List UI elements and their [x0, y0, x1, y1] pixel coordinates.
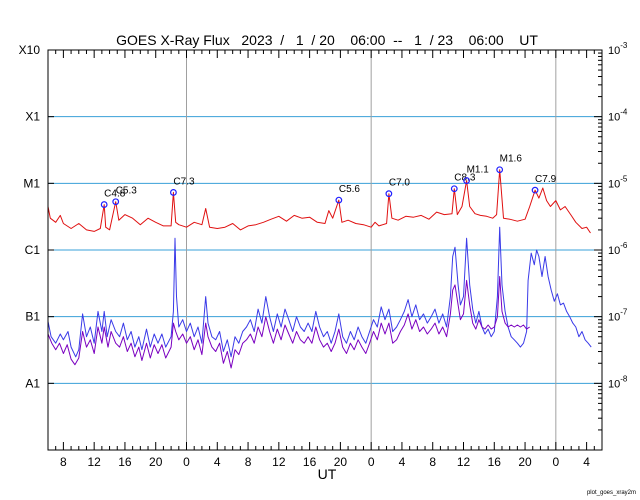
right-axis-exponent: -8 — [620, 374, 628, 383]
flare-label: M1.1 — [467, 165, 490, 176]
x-axis-tick-label: 20 — [149, 455, 163, 469]
x-axis-tick-label: 12 — [457, 455, 471, 469]
flare-label: C7.0 — [389, 178, 411, 189]
series-layer — [47, 169, 592, 369]
flare-marker — [100, 201, 108, 208]
x-axis-tick-label: 20 — [518, 455, 532, 469]
series-line — [47, 169, 591, 234]
x-axis-tick-label: 16 — [303, 455, 317, 469]
flare-marker — [463, 177, 470, 184]
flare-label: C4.8 — [104, 189, 126, 200]
flare-marker — [496, 166, 504, 174]
flare-label: M1.6 — [500, 154, 523, 165]
x-axis-tick-label: 4 — [583, 455, 590, 469]
left-axis-class-labels: X10 X1 M1 C1 B1 A1 — [19, 43, 54, 390]
x-axis-tick-label: 12 — [87, 455, 101, 469]
x-axis-tick-label: 4 — [399, 455, 406, 469]
left-axis-tick-label: X10 — [19, 43, 41, 57]
flare-marker — [335, 196, 343, 204]
flare-marker — [385, 190, 393, 198]
left-axis-tick-label: X1 — [25, 110, 40, 124]
flare-label: C7.9 — [535, 174, 557, 185]
x-axis-tick-label: 16 — [488, 455, 502, 469]
day-boundary-lines — [186, 50, 557, 450]
left-axis-tick-label: C1 — [25, 243, 41, 257]
x-axis-tick-label: 4 — [214, 455, 221, 469]
x-axis-tick-label: 0 — [183, 455, 190, 469]
x-axis-tick-label: 8 — [245, 455, 252, 469]
right-axis-exponent: -5 — [620, 174, 628, 183]
left-axis-tick-label: M1 — [23, 176, 40, 190]
left-axis-tick-label: A1 — [25, 376, 40, 390]
footer-text: plot_goes_xray2m — [587, 490, 636, 496]
x-axis: 8 12 16 20 0 4 8 12 16 20 0 4 8 12 16 20 0 4 — [47, 50, 603, 469]
flare-label: C5.3 — [116, 186, 138, 197]
x-axis-tick-label: 0 — [368, 455, 375, 469]
x-axis-label: UT — [318, 466, 337, 482]
flare-marker — [450, 185, 458, 193]
x-axis-tick-label: 12 — [272, 455, 286, 469]
flare-marker — [170, 189, 177, 196]
x-axis-tick-label: 8 — [60, 455, 67, 469]
x-axis-tick-label: 8 — [429, 455, 436, 469]
right-axis-exponent: -6 — [620, 241, 628, 250]
flare-marker — [112, 198, 120, 206]
series-line — [47, 226, 592, 358]
left-axis-tick-label: B1 — [25, 310, 40, 324]
right-axis-exponent: -3 — [620, 41, 628, 50]
right-axis-exponent: -4 — [620, 108, 628, 117]
x-axis-tick-label: 0 — [552, 455, 559, 469]
x-axis-tick-label: 16 — [118, 455, 132, 469]
flare-marker — [531, 186, 539, 194]
flare-annotations: C4.8C5.3C7.3C5.6C7.0 C8.3M1.1M1.6C7.9 — [100, 154, 557, 208]
grid-lines — [48, 116, 602, 384]
flare-label: C7.3 — [173, 176, 195, 187]
right-axis-exponent: -7 — [620, 308, 628, 317]
x-axis-tick-label: 20 — [334, 455, 348, 469]
flare-label: C5.6 — [339, 184, 361, 195]
series-line — [47, 276, 530, 369]
chart-title: GOES X-Ray Flux 2023 / 1 / 20 06:00 -- 1… — [116, 32, 538, 48]
